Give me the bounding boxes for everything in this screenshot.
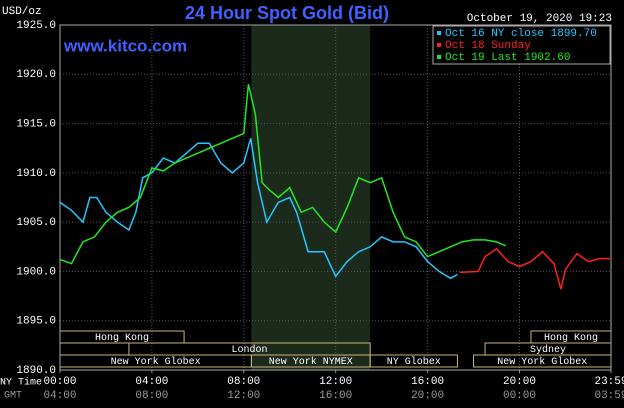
legend-swatch xyxy=(437,55,441,59)
y-axis-label: USD/oz xyxy=(2,6,42,18)
x2-tick-label: 20:00 xyxy=(411,390,444,402)
y-tick-label: 1900.0 xyxy=(16,266,56,278)
session-label: New York Globex xyxy=(111,356,201,368)
x2-tick-label: 12:00 xyxy=(227,390,260,402)
x2-axis-label: GMT xyxy=(4,391,22,402)
x2-tick-label: 08:00 xyxy=(135,390,168,402)
y-tick-label: 1915.0 xyxy=(16,118,56,130)
timestamp: October 19, 2020 19:23 xyxy=(467,13,612,25)
session-label: Hong Kong xyxy=(95,333,149,344)
x2-tick-label: 04:00 xyxy=(43,390,76,402)
y-tick-label: 1890.0 xyxy=(16,365,56,377)
x-tick-label: 12:00 xyxy=(319,376,352,388)
session-label: Sydney xyxy=(530,344,566,356)
x2-tick-label: 00:00 xyxy=(503,390,536,402)
x-tick-label: 23:59 xyxy=(594,376,624,388)
watermark: www.kitco.com xyxy=(63,36,187,55)
x2-tick-label: 03:59 xyxy=(594,390,624,402)
price-line xyxy=(59,138,458,280)
legend-box xyxy=(432,25,611,65)
shaded-session xyxy=(251,25,371,370)
x-tick-label: 04:00 xyxy=(135,376,168,388)
legend-swatch xyxy=(437,31,441,35)
x-axis-label: NY Time xyxy=(0,377,42,389)
y-tick-label: 1905.0 xyxy=(16,217,56,229)
y-tick-label: 1910.0 xyxy=(16,168,56,180)
x2-tick-label: 16:00 xyxy=(319,390,352,402)
plot-frame xyxy=(59,24,612,371)
legend-label: Oct 16 NY close 1899.70 xyxy=(445,28,597,40)
session-label: NY Globex xyxy=(387,356,441,368)
x-tick-label: 16:00 xyxy=(411,376,444,388)
legend-swatch xyxy=(437,43,441,47)
x-tick-label: 08:00 xyxy=(227,376,260,388)
y-tick-label: 1920.0 xyxy=(16,69,56,81)
price-line xyxy=(459,247,611,290)
session-label: New York NYMEX xyxy=(269,356,353,368)
y-tick-label: 1895.0 xyxy=(16,316,56,328)
session-label: New York Globex xyxy=(497,356,587,368)
price-line xyxy=(59,83,507,265)
y-tick-label: 1925.0 xyxy=(16,20,56,32)
legend-label: Oct 18 Sunday xyxy=(445,40,531,52)
session-label: Hong Kong xyxy=(544,333,598,344)
session-label: London xyxy=(232,344,268,356)
chart-title: 24 Hour Spot Gold (Bid) xyxy=(185,3,389,23)
legend-label: Oct 19 Last 1902.60 xyxy=(445,52,570,64)
session-bar xyxy=(369,354,458,368)
x-tick-label: 00:00 xyxy=(43,376,76,388)
x-tick-label: 20:00 xyxy=(503,376,536,388)
